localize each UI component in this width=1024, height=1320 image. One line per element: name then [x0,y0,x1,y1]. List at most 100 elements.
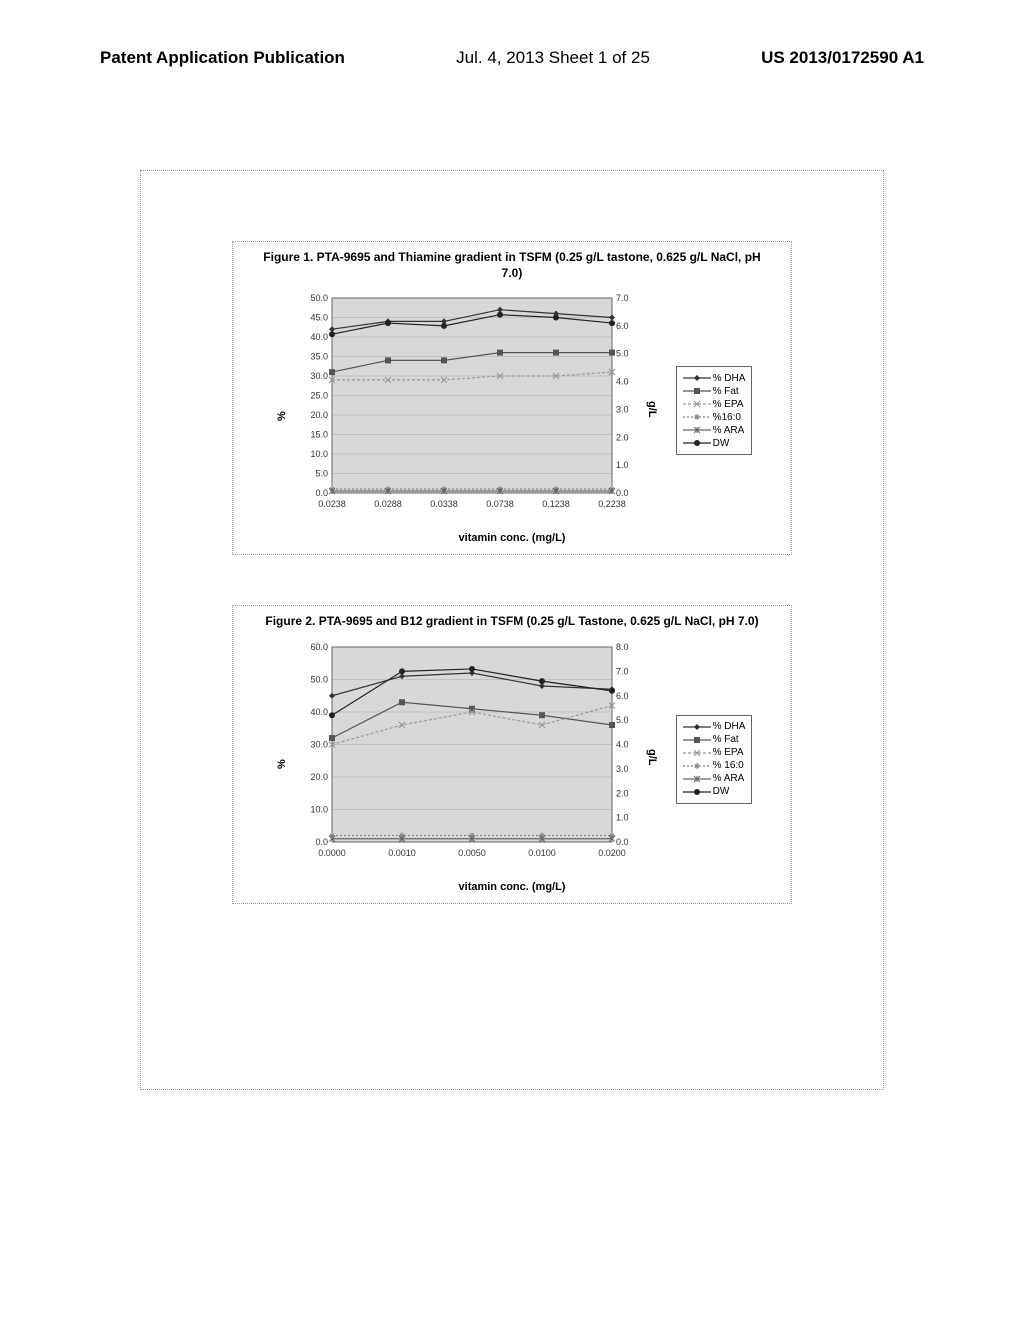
svg-text:0.0050: 0.0050 [458,848,486,858]
svg-text:4.0: 4.0 [616,739,629,749]
svg-text:8.0: 8.0 [616,642,629,652]
legend-label: % DHA [713,373,746,384]
chart-1-svg: 0.0 5.0 10.0 15.0 20.0 25.0 30.0 35.0 40.0 45.0 50… [292,293,642,523]
svg-text:5.0: 5.0 [616,715,629,725]
svg-text:2.0: 2.0 [616,432,629,442]
svg-text:30.0: 30.0 [310,739,328,749]
svg-text:10.0: 10.0 [310,449,328,459]
chart-2-plot: 0.010.020.030.040.050.060.00.01.02.03.04… [292,642,642,877]
svg-text:3.0: 3.0 [616,764,629,774]
svg-text:7.0: 7.0 [616,666,629,676]
svg-text:0.0000: 0.0000 [318,848,346,858]
legend-label: % ARA [713,425,745,436]
legend-item: % Fat [683,734,746,746]
svg-text:6.0: 6.0 [616,321,629,331]
svg-text:60.0: 60.0 [310,642,328,652]
legend-swatch-icon [683,437,711,449]
page-header: Patent Application Publication Jul. 4, 2… [0,48,1024,68]
svg-text:0.0: 0.0 [616,837,629,847]
legend-label: % EPA [713,399,744,410]
chart-2-x-label: vitamin conc. (mg/L) [233,881,791,893]
svg-text:0.0: 0.0 [315,837,328,847]
legend-swatch-icon [683,747,711,759]
svg-text:1.0: 1.0 [616,460,629,470]
header-center: Jul. 4, 2013 Sheet 1 of 25 [456,48,650,68]
svg-text:6.0: 6.0 [616,691,629,701]
chart-2-legend: % DHA % Fat % EPA % 16:0 % ARA DW [676,715,753,804]
legend-label: %16:0 [713,412,741,423]
legend-swatch-icon [683,398,711,410]
chart-1-container: Figure 1. PTA-9695 and Thiamine gradient… [232,241,792,555]
svg-text:25.0: 25.0 [310,391,328,401]
legend-label: % ARA [713,773,745,784]
legend-swatch-icon [683,773,711,785]
legend-item: %16:0 [683,411,746,423]
svg-text:35.0: 35.0 [310,352,328,362]
chart-1-y-right-label: g/L [646,401,658,421]
legend-label: % EPA [713,747,744,758]
chart-2-container: Figure 2. PTA-9695 and B12 gradient in T… [232,605,792,904]
figure-frame: Figure 1. PTA-9695 and Thiamine gradient… [140,170,884,1090]
legend-item: % 16:0 [683,760,746,772]
svg-text:45.0: 45.0 [310,313,328,323]
legend-item: % DHA [683,721,746,733]
legend-item: DW [683,786,746,798]
svg-text:0.0: 0.0 [616,488,629,498]
chart-1-legend: % DHA % Fat % EPA %16:0 % ARA DW [676,366,753,455]
svg-text:0.0238: 0.0238 [318,499,346,509]
legend-label: % 16:0 [713,760,744,771]
legend-swatch-icon [683,734,711,746]
svg-text:0.0200: 0.0200 [598,848,626,858]
svg-text:10.0: 10.0 [310,804,328,814]
legend-swatch-icon [683,760,711,772]
legend-swatch-icon [683,786,711,798]
svg-text:50.0: 50.0 [310,674,328,684]
chart-2-svg: 0.010.020.030.040.050.060.00.01.02.03.04… [292,642,642,872]
svg-text:40.0: 40.0 [310,707,328,717]
svg-text:5.0: 5.0 [616,349,629,359]
legend-item: % EPA [683,398,746,410]
chart-1-x-label: vitamin conc. (mg/L) [233,532,791,544]
svg-text:0.0738: 0.0738 [486,499,514,509]
legend-swatch-icon [683,385,711,397]
svg-text:0.0010: 0.0010 [388,848,416,858]
legend-swatch-icon [683,411,711,423]
legend-item: % ARA [683,773,746,785]
svg-text:0.1238: 0.1238 [542,499,570,509]
svg-text:0.0100: 0.0100 [528,848,556,858]
legend-label: % Fat [713,386,739,397]
svg-text:1.0: 1.0 [616,812,629,822]
chart-2-y-right-label: g/L [646,749,658,769]
legend-label: % Fat [713,734,739,745]
legend-item: % ARA [683,424,746,436]
legend-swatch-icon [683,424,711,436]
svg-text:40.0: 40.0 [310,332,328,342]
legend-item: DW [683,437,746,449]
svg-text:4.0: 4.0 [616,377,629,387]
header-left: Patent Application Publication [100,48,345,68]
chart-1-title: Figure 1. PTA-9695 and Thiamine gradient… [233,242,791,293]
svg-text:7.0: 7.0 [616,293,629,303]
legend-item: % DHA [683,372,746,384]
svg-text:3.0: 3.0 [616,405,629,415]
chart-2-title: Figure 2. PTA-9695 and B12 gradient in T… [233,606,791,642]
svg-text:20.0: 20.0 [310,410,328,420]
svg-text:5.0: 5.0 [315,469,328,479]
legend-item: % EPA [683,747,746,759]
svg-text:0.2238: 0.2238 [598,499,626,509]
legend-swatch-icon [683,372,711,384]
svg-text:50.0: 50.0 [310,293,328,303]
legend-label: % DHA [713,721,746,732]
chart-1-plot: 0.0 5.0 10.0 15.0 20.0 25.0 30.0 35.0 40.0 45.0 50… [292,293,642,528]
svg-text:0.0338: 0.0338 [430,499,458,509]
chart-1-y-left-label: % [276,401,288,421]
svg-text:0.0: 0.0 [315,488,328,498]
legend-label: DW [713,438,730,449]
legend-item: % Fat [683,385,746,397]
svg-text:0.0288: 0.0288 [374,499,402,509]
legend-swatch-icon [683,721,711,733]
svg-text:15.0: 15.0 [310,430,328,440]
svg-text:2.0: 2.0 [616,788,629,798]
legend-label: DW [713,786,730,797]
svg-text:30.0: 30.0 [310,371,328,381]
